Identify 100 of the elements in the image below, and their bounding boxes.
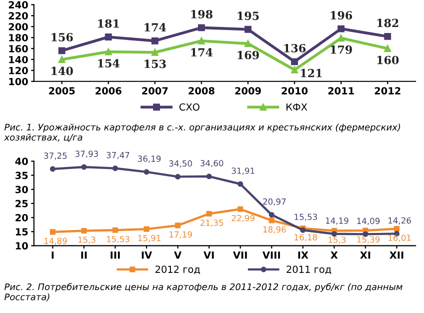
data-label: 14,09 xyxy=(357,218,380,225)
y-tick-label: 160 xyxy=(9,44,28,52)
point xyxy=(144,226,150,232)
data-label: 17,19 xyxy=(170,231,192,238)
point xyxy=(338,34,345,42)
x-tick-label: IX xyxy=(298,252,308,259)
x-tick-label: 2008 xyxy=(188,87,214,94)
data-label: 34,60 xyxy=(200,160,224,168)
data-label: 16,01 xyxy=(388,234,411,242)
x-tick-label: V xyxy=(174,252,182,259)
y-tick-label: 35 xyxy=(15,172,28,180)
point xyxy=(50,229,56,235)
point xyxy=(151,48,158,56)
data-label: 37,47 xyxy=(106,152,130,160)
data-label: 174 xyxy=(144,23,166,32)
x-tick-label: I xyxy=(52,252,54,259)
y-tick-label: 25 xyxy=(16,200,28,208)
x-tick-label: IV xyxy=(142,252,152,259)
point xyxy=(394,226,400,232)
data-label: 14,19 xyxy=(326,218,348,225)
x-tick-label: 2009 xyxy=(235,87,261,94)
point xyxy=(151,37,158,44)
data-label: 37,93 xyxy=(75,150,98,158)
data-label: 22,99 xyxy=(232,214,254,222)
point xyxy=(268,212,274,218)
data-label: 169 xyxy=(238,50,259,60)
point xyxy=(206,174,212,180)
point xyxy=(198,24,205,32)
data-label: 37,25 xyxy=(44,152,67,160)
data-label: 154 xyxy=(98,59,120,68)
x-tick-label: VIII xyxy=(262,252,280,259)
data-label: 140 xyxy=(52,66,73,76)
point xyxy=(384,32,392,40)
y-tick-label: 15 xyxy=(16,228,28,236)
point xyxy=(291,66,298,74)
data-label: 15,53 xyxy=(107,236,130,244)
data-label: 21,35 xyxy=(200,220,224,227)
data-label: 156 xyxy=(52,33,73,42)
data-label: 121 xyxy=(300,68,322,78)
y-tick-label: 30 xyxy=(15,186,28,194)
point xyxy=(238,181,244,187)
point xyxy=(112,227,118,233)
data-label: 15,3 xyxy=(78,236,96,244)
point xyxy=(268,218,274,224)
y-tick-label: 240 xyxy=(8,1,28,9)
data-label: 179 xyxy=(330,45,352,54)
data-label: 20,97 xyxy=(263,198,286,206)
legend-label: 2012 год xyxy=(156,266,200,274)
data-label: 14,89 xyxy=(44,238,67,245)
point xyxy=(384,45,392,52)
y-tick-label: 120 xyxy=(9,66,28,74)
y-tick-label: 100 xyxy=(9,78,28,86)
data-label: 181 xyxy=(98,19,119,28)
x-tick-label: III xyxy=(110,252,120,259)
data-label: 18,96 xyxy=(263,226,286,234)
point xyxy=(206,210,212,217)
x-tick-label: XI xyxy=(360,252,370,259)
point xyxy=(50,166,56,172)
x-tick-label: VI xyxy=(204,252,214,259)
x-tick-label: X xyxy=(330,252,338,259)
point xyxy=(362,228,368,234)
point xyxy=(104,48,112,56)
data-label: 15,91 xyxy=(138,234,160,242)
x-tick-label: 2005 xyxy=(49,87,75,94)
point xyxy=(244,40,252,48)
data-label: 15,3 xyxy=(328,236,346,244)
x-tick-label: II xyxy=(81,252,87,259)
point xyxy=(175,222,181,228)
point xyxy=(338,25,345,32)
point xyxy=(291,58,298,66)
data-label: 36,19 xyxy=(138,156,161,163)
y-tick-label: 220 xyxy=(8,12,28,20)
point xyxy=(238,206,244,212)
point xyxy=(175,174,181,180)
data-label: 31,91 xyxy=(232,168,254,175)
data-label: 15,39 xyxy=(357,236,380,244)
x-tick-label: 2006 xyxy=(96,87,122,94)
data-label: 160 xyxy=(377,56,399,64)
y-tick-label: 180 xyxy=(9,34,28,42)
data-label: 195 xyxy=(238,12,259,20)
x-tick-label: 2012 xyxy=(374,87,400,94)
x-tick-label: VII xyxy=(233,252,247,259)
text: Рис. 2. Потребительские цены на картофель в 2011-2012 годах, руб/кг (по данным Росстата) xyxy=(4,283,402,302)
y-tick-label: 10 xyxy=(16,242,28,250)
data-label: 14,26 xyxy=(388,217,411,224)
point xyxy=(81,228,87,234)
x-tick-label: 2007 xyxy=(142,87,168,94)
legend-label: СХО xyxy=(179,103,200,111)
data-label: 196 xyxy=(330,11,352,20)
data-label: 34,50 xyxy=(169,160,192,168)
data-label: 182 xyxy=(377,18,398,28)
x-tick-label: 2011 xyxy=(328,87,354,94)
y-tick-label: 200 xyxy=(8,23,28,30)
point xyxy=(112,166,118,172)
point xyxy=(58,56,66,63)
point xyxy=(198,37,205,44)
point xyxy=(81,164,87,170)
point xyxy=(58,47,66,54)
point xyxy=(331,231,337,237)
x-tick-label: XII xyxy=(390,252,404,259)
